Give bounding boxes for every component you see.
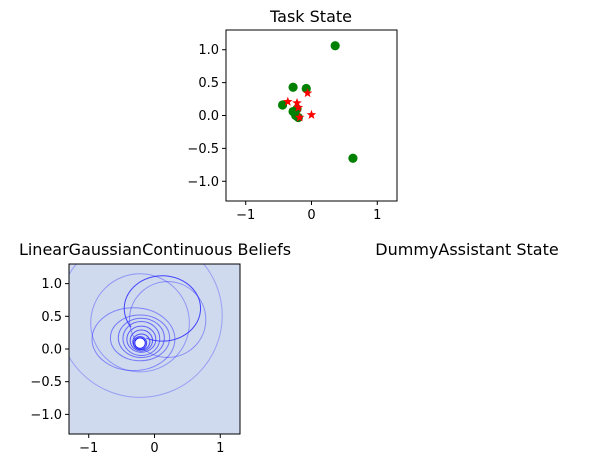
assistant-state-title: DummyAssistant State [375, 240, 558, 259]
beliefs-y-tick-label: 0.0 [41, 343, 62, 358]
belief-open-arc [123, 275, 202, 342]
beliefs-panel: LinearGaussianContinuous Beliefs −1 0 1 1.… [19, 240, 291, 456]
task-state-y-tick-label: 1.0 [198, 43, 219, 58]
task-state-x-axis: −1 0 1 [236, 201, 381, 223]
belief-ellipse [117, 317, 165, 358]
task-state-y-tick-label: 0.0 [198, 109, 219, 124]
task-point-red-star [293, 102, 304, 112]
task-state-axes-frame [225, 29, 398, 202]
task-state-panel: Task State −1 0 1 1.0 0.5 0.0 −0.5 −1.0 [187, 7, 398, 223]
task-state-x-tick-label: −1 [236, 208, 255, 223]
beliefs-axes-frame [68, 263, 241, 435]
belief-ellipse [132, 336, 148, 351]
task-state-title: Task State [269, 7, 352, 26]
task-state-y-tick-label: −1.0 [187, 175, 219, 190]
beliefs-title: LinearGaussianContinuous Beliefs [19, 240, 291, 259]
beliefs-y-tick-label: 0.5 [41, 310, 62, 325]
task-state-y-tick-label: −0.5 [187, 142, 219, 157]
belief-ellipse [126, 325, 157, 353]
belief-ellipse [109, 314, 171, 362]
task-point-red-star [306, 109, 317, 119]
beliefs-y-tick-label: −1.0 [30, 408, 62, 423]
task-point-red-star [283, 96, 293, 106]
task-point-green [348, 153, 358, 163]
belief-ellipse [69, 264, 223, 398]
beliefs-background [69, 264, 240, 434]
task-point-green [330, 41, 340, 51]
task-state-y-tick-label: 0.5 [198, 76, 219, 91]
beliefs-ellipses [69, 264, 223, 398]
task-point-red-star [292, 98, 302, 108]
assistant-state-panel: DummyAssistant State [375, 240, 558, 259]
beliefs-y-tick-label: 1.0 [41, 277, 62, 292]
task-point-green [277, 100, 288, 110]
beliefs-x-tick-label: 0 [150, 441, 158, 456]
belief-ellipse [122, 321, 161, 357]
task-point-red-star [294, 112, 305, 122]
task-state-x-tick-label: 0 [307, 208, 315, 223]
beliefs-y-axis: 1.0 0.5 0.0 −0.5 −1.0 [30, 277, 69, 423]
task-state-y-axis: 1.0 0.5 0.0 −0.5 −1.0 [187, 43, 226, 190]
task-state-x-tick-label: 1 [373, 208, 381, 223]
task-point-green [288, 82, 298, 92]
beliefs-x-tick-label: −1 [79, 441, 98, 456]
beliefs-y-tick-label: −0.5 [30, 375, 62, 390]
beliefs-x-tick-label: 1 [216, 441, 224, 456]
task-state-points [277, 41, 358, 163]
belief-ellipse [90, 273, 190, 373]
beliefs-x-axis: −1 0 1 [79, 434, 224, 456]
task-point-red-star [302, 88, 313, 98]
belief-core-ellipse [134, 337, 146, 349]
